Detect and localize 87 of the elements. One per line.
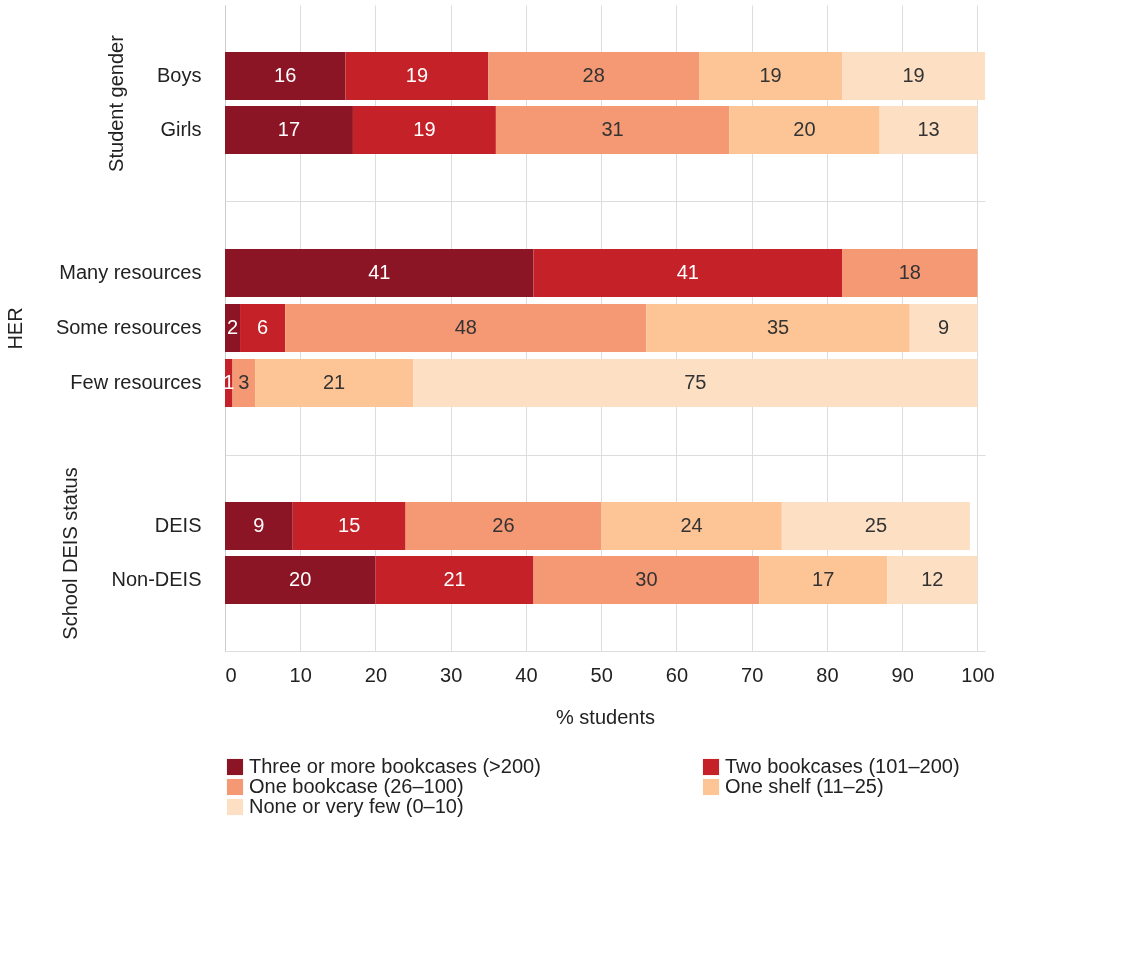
x-tick-label: 100 <box>961 663 995 686</box>
bar <box>699 51 843 100</box>
y-axis-title: School DEIS status <box>59 467 82 640</box>
data-label: 75 <box>684 370 707 393</box>
y-tick-label: DEIS <box>154 513 202 536</box>
bar <box>292 501 406 550</box>
data-label: 26 <box>492 513 515 536</box>
bar <box>413 358 978 407</box>
bar <box>842 51 985 100</box>
bar <box>781 501 970 550</box>
y-tick-label: Many resources <box>59 261 202 284</box>
y-axis-title: HER <box>3 307 26 350</box>
x-tick-label: 80 <box>816 663 839 686</box>
data-label: 2 <box>226 316 239 338</box>
data-label: 30 <box>635 568 658 591</box>
y-tick-label: Boys <box>157 63 202 86</box>
data-label: 21 <box>443 568 466 591</box>
data-label: 20 <box>289 568 312 591</box>
data-label: 19 <box>405 63 429 86</box>
bar <box>255 358 414 407</box>
bar <box>375 556 534 605</box>
data-label: 16 <box>274 63 297 86</box>
x-tick-label: 0 <box>225 663 237 686</box>
bar <box>842 249 978 298</box>
data-label: 41 <box>676 261 699 284</box>
data-label: 6 <box>257 316 269 338</box>
data-label: 24 <box>680 513 703 536</box>
data-label: 1 <box>223 370 235 393</box>
bar <box>759 556 888 605</box>
data-label: 41 <box>368 261 391 284</box>
bar <box>405 501 602 550</box>
bar <box>729 106 880 155</box>
data-label: 18 <box>898 261 921 284</box>
bar <box>887 556 978 605</box>
y-tick-label: Girls <box>160 118 202 141</box>
data-label: 13 <box>917 118 940 141</box>
bar <box>646 304 910 352</box>
bar <box>225 501 293 550</box>
data-label: 25 <box>864 513 888 536</box>
bar <box>232 358 256 407</box>
legend-label: Two bookcases (101–200) <box>725 755 960 777</box>
bar <box>225 51 346 100</box>
x-tick-label: 30 <box>440 663 463 686</box>
x-tick-label: 20 <box>364 663 388 686</box>
data-label: 12 <box>921 568 944 591</box>
data-label: 17 <box>812 568 835 591</box>
data-label: 19 <box>413 118 436 141</box>
bar <box>533 556 760 605</box>
data-label: 20 <box>793 118 816 141</box>
legend-label: One bookcase (26–100) <box>249 775 464 797</box>
bar <box>488 51 700 100</box>
bar <box>879 106 978 155</box>
data-label: 21 <box>322 370 346 393</box>
data-label: 31 <box>601 118 624 141</box>
x-tick-label: 90 <box>891 663 914 686</box>
y-axis-title: Student gender <box>105 34 128 172</box>
data-label: 3 <box>238 370 250 393</box>
y-tick-label: Some resources <box>55 316 202 338</box>
data-label: 15 <box>338 513 361 536</box>
bar <box>495 106 730 155</box>
x-tick-label: 40 <box>515 663 538 686</box>
data-label: 28 <box>582 63 605 86</box>
x-tick-label: 50 <box>590 663 613 686</box>
data-label: 48 <box>454 316 477 338</box>
bar <box>352 106 496 155</box>
x-tick-label: 70 <box>741 663 764 686</box>
bar <box>225 106 353 155</box>
bar <box>533 249 843 298</box>
data-label: 9 <box>938 316 950 338</box>
data-label: 17 <box>277 118 301 141</box>
bar <box>240 304 286 352</box>
y-tick-label: Few resources <box>70 370 202 393</box>
bar <box>909 304 978 352</box>
bar <box>225 249 534 298</box>
x-tick-label: 10 <box>289 663 312 686</box>
bar <box>345 51 489 100</box>
data-label: 35 <box>766 316 790 338</box>
data-label: 19 <box>902 63 925 86</box>
bar <box>285 304 647 352</box>
x-axis-title: % students <box>556 705 655 728</box>
data-label: 19 <box>759 63 782 86</box>
data-label: 9 <box>253 513 265 536</box>
bar <box>225 556 376 605</box>
bar <box>601 501 782 550</box>
y-tick-label: Non-DEIS <box>111 568 202 591</box>
legend-label: Three or more bookcases (>200) <box>249 755 541 777</box>
x-tick-label: 60 <box>665 663 689 686</box>
